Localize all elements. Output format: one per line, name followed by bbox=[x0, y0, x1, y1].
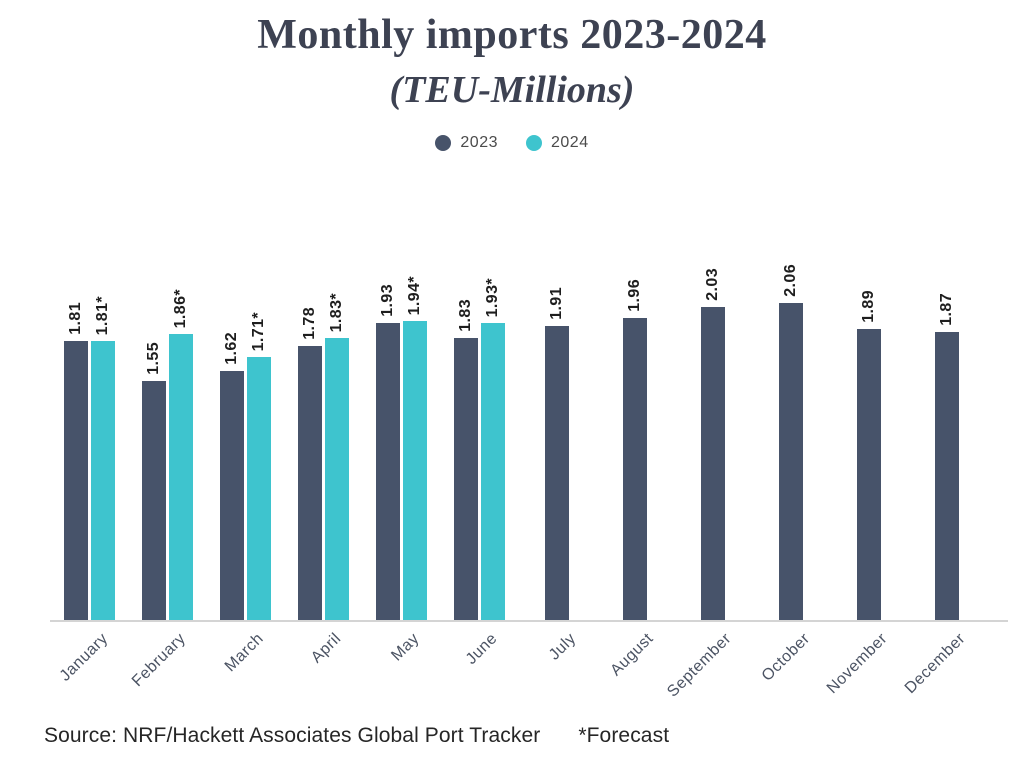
bar-value-label: 1.71* bbox=[249, 311, 267, 351]
legend-label-2024: 2024 bbox=[551, 133, 589, 151]
bar-value-label: 1.55 bbox=[144, 342, 162, 375]
month-axis-label: June bbox=[463, 630, 502, 668]
bar-group: 1.81 1.81* bbox=[50, 296, 128, 620]
bar-value-label: 1.93 bbox=[378, 284, 396, 317]
bar-chart-plot-area: 1.81 1.81* January 1.55 1.86* February 1.62 1.7… bbox=[50, 250, 1008, 701]
bar-group: 1.55 1.86* bbox=[128, 289, 206, 620]
month-axis-label: March bbox=[221, 630, 268, 676]
title-block: Monthly imports 2023-2024 (TEU-Millions)… bbox=[0, 0, 1024, 152]
bar-2023-october: 2.06 bbox=[779, 264, 803, 620]
month-axis-label: February bbox=[128, 630, 190, 691]
month-axis-label: December bbox=[901, 630, 970, 698]
bar-value-label: 1.86* bbox=[171, 288, 189, 328]
bar-2024-february: 1.86* bbox=[168, 289, 193, 620]
bar-2024-march: 1.71* bbox=[246, 312, 271, 620]
month-axis-label: November bbox=[823, 630, 892, 698]
bar-2023-may: 1.93 bbox=[375, 284, 400, 620]
legend-label-2023: 2023 bbox=[460, 133, 498, 151]
month-axis-label: August bbox=[607, 630, 658, 680]
bar-group: 1.96 bbox=[596, 279, 674, 620]
month-column-october: 2.06 October bbox=[752, 250, 830, 684]
month-column-september: 2.03 September bbox=[664, 250, 752, 700]
bar-2024-june: 1.93* bbox=[480, 278, 505, 620]
bar-value-label: 1.91 bbox=[548, 287, 565, 320]
source-note: Source: NRF/Hackett Associates Global Po… bbox=[44, 724, 541, 747]
bar-group: 2.06 bbox=[752, 264, 830, 620]
legend-item-2024: 2024 bbox=[526, 134, 589, 152]
month-column-january: 1.81 1.81* January bbox=[50, 250, 128, 685]
bar-value-label: 1.93* bbox=[483, 277, 501, 317]
legend-dot-2024-icon bbox=[526, 134, 542, 151]
bar-group: 1.78 1.83* bbox=[284, 293, 362, 620]
bar-group: 1.83 1.93* bbox=[440, 278, 518, 620]
bar-2024-may: 1.94* bbox=[402, 276, 427, 620]
bar-2023-november: 1.89 bbox=[857, 290, 881, 620]
bar-chart-columns: 1.81 1.81* January 1.55 1.86* February 1.62 1.7… bbox=[50, 250, 1008, 700]
month-axis-label: July bbox=[545, 630, 580, 664]
month-column-july: 1.91 July bbox=[518, 250, 596, 664]
bar-value-label: 1.83 bbox=[456, 299, 474, 332]
bar-value-label: 1.81* bbox=[93, 295, 111, 335]
forecast-note: *Forecast bbox=[578, 724, 670, 747]
month-column-november: 1.89 November bbox=[824, 250, 908, 697]
bar-value-label: 1.81 bbox=[66, 302, 84, 335]
chart-subtitle: (TEU-Millions) bbox=[389, 69, 635, 112]
bar-2023-february: 1.55 bbox=[141, 342, 166, 620]
month-column-august: 1.96 August bbox=[596, 250, 674, 679]
bar-2023-july: 1.91 bbox=[545, 287, 569, 620]
bar-2023-april: 1.78 bbox=[297, 307, 322, 620]
month-axis-label: September bbox=[664, 630, 736, 701]
bar-group: 1.87 bbox=[908, 293, 986, 620]
bar-2023-march: 1.62 bbox=[219, 332, 244, 620]
bar-value-label: 1.62 bbox=[222, 332, 240, 365]
bar-value-label: 1.89 bbox=[860, 290, 877, 323]
bar-value-label: 2.03 bbox=[704, 268, 721, 301]
month-column-december: 1.87 December bbox=[902, 250, 986, 697]
bar-2024-january: 1.81* bbox=[90, 296, 115, 620]
legend: 2023 2024 bbox=[0, 134, 1024, 152]
month-column-april: 1.78 1.83* April bbox=[284, 250, 362, 666]
month-axis-label: April bbox=[308, 630, 346, 667]
bar-value-label: 1.94* bbox=[405, 275, 423, 315]
month-axis-label: January bbox=[56, 630, 112, 685]
bar-group: 2.03 bbox=[674, 268, 752, 620]
bar-2023-december: 1.87 bbox=[935, 293, 959, 620]
bar-2023-june: 1.83 bbox=[453, 299, 478, 620]
bar-group: 1.93 1.94* bbox=[362, 276, 440, 620]
bar-group: 1.89 bbox=[830, 290, 908, 620]
source-line: Source: NRF/Hackett Associates Global Po… bbox=[44, 724, 669, 748]
bar-2023-september: 2.03 bbox=[701, 268, 725, 620]
bar-group: 1.62 1.71* bbox=[206, 312, 284, 620]
month-axis-label: October bbox=[758, 630, 814, 685]
bar-value-label: 1.78 bbox=[300, 307, 318, 340]
month-column-may: 1.93 1.94* May bbox=[362, 250, 440, 664]
month-column-february: 1.55 1.86* February bbox=[128, 250, 206, 690]
month-column-march: 1.62 1.71* March bbox=[206, 250, 284, 675]
bar-value-label: 1.87 bbox=[938, 293, 955, 326]
bar-2024-april: 1.83* bbox=[324, 293, 349, 620]
bar-group: 1.91 bbox=[518, 287, 596, 620]
legend-item-2023: 2023 bbox=[435, 134, 498, 152]
bar-value-label: 2.06 bbox=[782, 264, 799, 297]
chart-title: Monthly imports 2023-2024 bbox=[257, 12, 767, 58]
bar-2023-august: 1.96 bbox=[623, 279, 647, 620]
bar-2023-january: 1.81 bbox=[63, 302, 88, 620]
month-axis-label: May bbox=[388, 630, 424, 665]
bar-value-label: 1.83* bbox=[327, 292, 345, 332]
month-column-june: 1.83 1.93* June bbox=[440, 250, 518, 668]
bar-value-label: 1.96 bbox=[626, 279, 643, 312]
legend-dot-2023-icon bbox=[435, 134, 452, 151]
